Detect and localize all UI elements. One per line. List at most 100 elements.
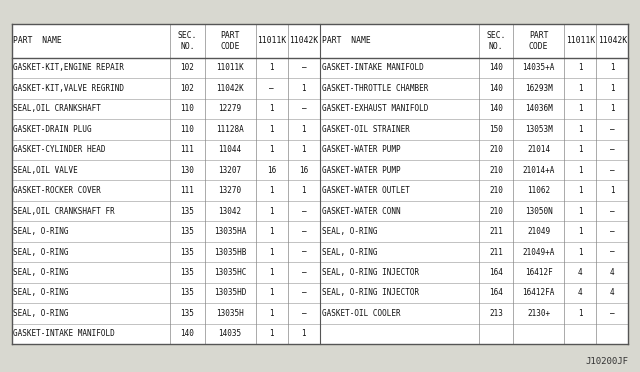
Text: 13270: 13270: [218, 186, 242, 195]
Text: 14035+A: 14035+A: [522, 64, 555, 73]
Text: SEAL, O-RING: SEAL, O-RING: [13, 227, 69, 236]
Text: 1: 1: [301, 329, 306, 339]
Text: 135: 135: [180, 207, 195, 216]
Text: 211: 211: [489, 247, 503, 257]
Text: 211: 211: [489, 227, 503, 236]
Text: 164: 164: [489, 268, 503, 277]
Text: GASKET-CYLINDER HEAD: GASKET-CYLINDER HEAD: [13, 145, 106, 154]
Text: GASKET-WATER CONN: GASKET-WATER CONN: [322, 207, 401, 216]
Text: 1: 1: [578, 207, 582, 216]
Text: PART
CODE: PART CODE: [220, 31, 240, 51]
Text: 1: 1: [578, 227, 582, 236]
Text: –: –: [610, 166, 614, 175]
Text: 110: 110: [180, 105, 195, 113]
Text: 13050N: 13050N: [525, 207, 552, 216]
Text: 4: 4: [610, 288, 614, 298]
Text: 1: 1: [269, 329, 274, 339]
Text: 140: 140: [489, 64, 503, 73]
Text: SEAL, O-RING INJECTOR: SEAL, O-RING INJECTOR: [322, 288, 419, 298]
Text: 16412F: 16412F: [525, 268, 552, 277]
Text: 11044: 11044: [218, 145, 242, 154]
Text: 21049: 21049: [527, 227, 550, 236]
Text: 1: 1: [269, 186, 274, 195]
Text: –: –: [610, 309, 614, 318]
Text: 1: 1: [301, 186, 306, 195]
Text: 135: 135: [180, 268, 195, 277]
Text: –: –: [610, 207, 614, 216]
Text: –: –: [301, 309, 306, 318]
Text: –: –: [610, 247, 614, 257]
Text: 11011K: 11011K: [566, 36, 595, 45]
Text: 1: 1: [301, 125, 306, 134]
Text: SEAL, O-RING: SEAL, O-RING: [322, 247, 378, 257]
Text: 135: 135: [180, 227, 195, 236]
Text: 140: 140: [180, 329, 195, 339]
Text: 13042: 13042: [218, 207, 242, 216]
Text: SEC.
NO.: SEC. NO.: [178, 31, 197, 51]
Text: 21049+A: 21049+A: [522, 247, 555, 257]
Text: SEAL, O-RING: SEAL, O-RING: [322, 227, 378, 236]
Text: 1: 1: [269, 64, 274, 73]
Text: 1: 1: [578, 84, 582, 93]
Text: 13207: 13207: [218, 166, 242, 175]
Text: 11042K: 11042K: [289, 36, 319, 45]
Text: 13035HB: 13035HB: [214, 247, 246, 257]
Text: 140: 140: [489, 84, 503, 93]
Text: 1: 1: [578, 105, 582, 113]
Text: 13035HD: 13035HD: [214, 288, 246, 298]
Text: 16: 16: [300, 166, 308, 175]
Text: 16412FA: 16412FA: [522, 288, 555, 298]
Text: GASKET-DRAIN PLUG: GASKET-DRAIN PLUG: [13, 125, 92, 134]
Text: J10200JF: J10200JF: [586, 357, 628, 366]
Text: SEAL,OIL VALVE: SEAL,OIL VALVE: [13, 166, 78, 175]
Text: 1: 1: [269, 207, 274, 216]
Text: –: –: [610, 145, 614, 154]
Text: 21014: 21014: [527, 145, 550, 154]
Text: 102: 102: [180, 64, 195, 73]
Text: 210: 210: [489, 145, 503, 154]
Text: GASKET-ROCKER COVER: GASKET-ROCKER COVER: [13, 186, 101, 195]
Text: 135: 135: [180, 309, 195, 318]
Text: 13035HA: 13035HA: [214, 227, 246, 236]
Text: 1: 1: [269, 268, 274, 277]
Text: GASKET-WATER PUMP: GASKET-WATER PUMP: [322, 145, 401, 154]
Text: SEAL, O-RING: SEAL, O-RING: [13, 288, 69, 298]
Text: 1: 1: [269, 309, 274, 318]
Text: 16293M: 16293M: [525, 84, 552, 93]
Text: 213: 213: [489, 309, 503, 318]
Text: SEAL,OIL CRANKSHAFT: SEAL,OIL CRANKSHAFT: [13, 105, 101, 113]
Text: GASKET-WATER PUMP: GASKET-WATER PUMP: [322, 166, 401, 175]
Text: 1: 1: [269, 227, 274, 236]
Text: GASKET-OIL COOLER: GASKET-OIL COOLER: [322, 309, 401, 318]
Text: SEAL, O-RING INJECTOR: SEAL, O-RING INJECTOR: [322, 268, 419, 277]
Text: GASKET-KIT,VALVE REGRIND: GASKET-KIT,VALVE REGRIND: [13, 84, 124, 93]
Text: 1: 1: [269, 105, 274, 113]
Text: 11128A: 11128A: [216, 125, 244, 134]
Text: 1: 1: [301, 145, 306, 154]
Text: 21014+A: 21014+A: [522, 166, 555, 175]
Text: PART  NAME: PART NAME: [322, 36, 371, 45]
Text: –: –: [269, 84, 274, 93]
Text: 110: 110: [180, 125, 195, 134]
Text: –: –: [301, 247, 306, 257]
Text: 11011K: 11011K: [216, 64, 244, 73]
Text: GASKET-OIL STRAINER: GASKET-OIL STRAINER: [322, 125, 410, 134]
Text: GASKET-INTAKE MANIFOLD: GASKET-INTAKE MANIFOLD: [322, 64, 424, 73]
Text: 13035HC: 13035HC: [214, 268, 246, 277]
Text: SEAL, O-RING: SEAL, O-RING: [13, 247, 69, 257]
Text: 111: 111: [180, 186, 195, 195]
Text: 1: 1: [269, 288, 274, 298]
Text: 135: 135: [180, 247, 195, 257]
Text: –: –: [610, 125, 614, 134]
Text: 1: 1: [578, 166, 582, 175]
Text: 164: 164: [489, 288, 503, 298]
Text: GASKET-THROTTLE CHAMBER: GASKET-THROTTLE CHAMBER: [322, 84, 428, 93]
Text: GASKET-INTAKE MANIFOLD: GASKET-INTAKE MANIFOLD: [13, 329, 115, 339]
Text: –: –: [301, 288, 306, 298]
Text: GASKET-WATER OUTLET: GASKET-WATER OUTLET: [322, 186, 410, 195]
Text: 1: 1: [578, 64, 582, 73]
Text: 2130+: 2130+: [527, 309, 550, 318]
Text: 150: 150: [489, 125, 503, 134]
Text: 1: 1: [269, 247, 274, 257]
Text: 11062: 11062: [527, 186, 550, 195]
